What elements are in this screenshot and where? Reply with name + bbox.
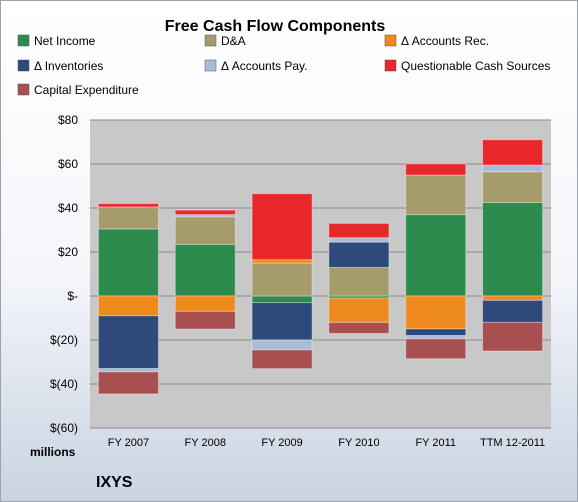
- legend-swatch-capital-expenditure: [17, 83, 30, 96]
- legend-swatch-net-income: [17, 34, 30, 47]
- x-category-label: FY 2010: [338, 437, 379, 449]
- bar-segment-accounts-rec: [405, 295, 467, 330]
- bar-segment-accounts-pay: [482, 164, 544, 173]
- bar-segment-net-income: [482, 202, 544, 297]
- bar-segment-capital-expenditure: [174, 310, 236, 330]
- legend-label-accounts-rec: Δ Accounts Rec.: [401, 34, 489, 48]
- bar-segment-capital-expenditure: [405, 338, 467, 360]
- bar-segment-capital-expenditure: [251, 349, 313, 370]
- unit-label: millions: [30, 445, 76, 459]
- bar-segment-questionable-cash-sources: [482, 139, 544, 166]
- x-axis-categories: FY 2007 FY 2008 FY 2009 FY 2010 FY 2011 TTM 1…: [108, 437, 545, 449]
- bar-segment-accounts-rec: [174, 295, 236, 312]
- bar-segment-net-income: [174, 243, 236, 297]
- bar-segment-questionable-cash-sources: [405, 163, 467, 176]
- bar-segment-accounts-pay: [251, 339, 313, 351]
- x-category-label: FY 2008: [185, 437, 226, 449]
- y-tick-label: $80: [58, 113, 78, 127]
- bar-segment-accounts-rec: [482, 295, 544, 301]
- y-tick-label: $60: [58, 157, 78, 171]
- bar-segment-accounts-rec: [97, 295, 159, 317]
- bar-segment-d-a: [174, 216, 236, 245]
- bar-segment-d-a: [482, 171, 544, 203]
- legend-swatch-accounts-pay: [204, 59, 217, 72]
- y-tick-label: $-: [67, 289, 78, 303]
- bar-segment-inventories: [405, 328, 467, 337]
- chart-title: Free Cash Flow Components: [165, 18, 386, 35]
- legend-swatch-accounts-rec: [384, 34, 397, 47]
- bar-segment-d-a: [251, 262, 313, 297]
- y-tick-label: $(20): [50, 333, 78, 347]
- bar-segment-accounts-pay: [174, 214, 236, 218]
- legend-label-capital-expenditure: Capital Expenditure: [34, 83, 139, 97]
- bar-segment-capital-expenditure: [97, 371, 159, 395]
- bar-segment-accounts-rec: [328, 297, 390, 323]
- bar-segment-d-a: [328, 266, 390, 297]
- bar-segment-inventories: [328, 241, 390, 268]
- bar-segment-capital-expenditure: [482, 321, 544, 352]
- y-tick-label: $20: [58, 245, 78, 259]
- bar-segment-d-a: [405, 174, 467, 216]
- x-category-label: FY 2011: [415, 437, 456, 449]
- x-category-label: FY 2009: [261, 437, 302, 449]
- x-category-label: FY 2007: [108, 437, 149, 449]
- bar-segment-questionable-cash-sources: [97, 203, 159, 208]
- bar-segment-questionable-cash-sources: [251, 193, 313, 261]
- y-tick-label: $(40): [50, 377, 78, 391]
- company-name: IXYS: [96, 474, 133, 491]
- legend-swatch-questionable-cash-sources: [384, 59, 397, 72]
- gridlines: [90, 119, 551, 429]
- bar-segment-questionable-cash-sources: [328, 222, 390, 239]
- legend-label-inventories: Δ Inventories: [34, 59, 103, 73]
- plot-area: [90, 120, 551, 428]
- bar-segment-questionable-cash-sources: [174, 209, 236, 216]
- x-category-label: TTM 12-2011: [480, 437, 545, 449]
- bar-segment-capital-expenditure: [328, 321, 390, 334]
- legend-swatch-d-a: [204, 34, 217, 47]
- legend-label-accounts-pay: Δ Accounts Pay.: [221, 59, 308, 73]
- y-tick-label: $(60): [50, 421, 78, 435]
- bar-segment-net-income: [251, 295, 313, 304]
- bar-segment-inventories: [251, 302, 313, 341]
- legend-label-questionable-cash-sources: Questionable Cash Sources: [401, 59, 550, 73]
- bar-segment-d-a: [97, 206, 159, 230]
- legend: Net Income D&A Δ Accounts Rec. Δ Inventorie…: [17, 34, 550, 97]
- bars: [97, 139, 544, 395]
- y-axis-ticks: $80 $60 $40 $20 $- $(20) $(40) $(60): [50, 113, 78, 435]
- bar-segment-inventories: [482, 299, 544, 323]
- legend-swatch-inventories: [17, 59, 30, 72]
- legend-label-d-a: D&A: [221, 34, 246, 48]
- legend-label-net-income: Net Income: [34, 34, 96, 48]
- bar-segment-net-income: [405, 214, 467, 297]
- bar-segment-accounts-pay: [328, 237, 390, 243]
- y-tick-label: $40: [58, 201, 78, 215]
- bar-segment-inventories: [97, 315, 159, 370]
- bar-segment-net-income: [97, 228, 159, 297]
